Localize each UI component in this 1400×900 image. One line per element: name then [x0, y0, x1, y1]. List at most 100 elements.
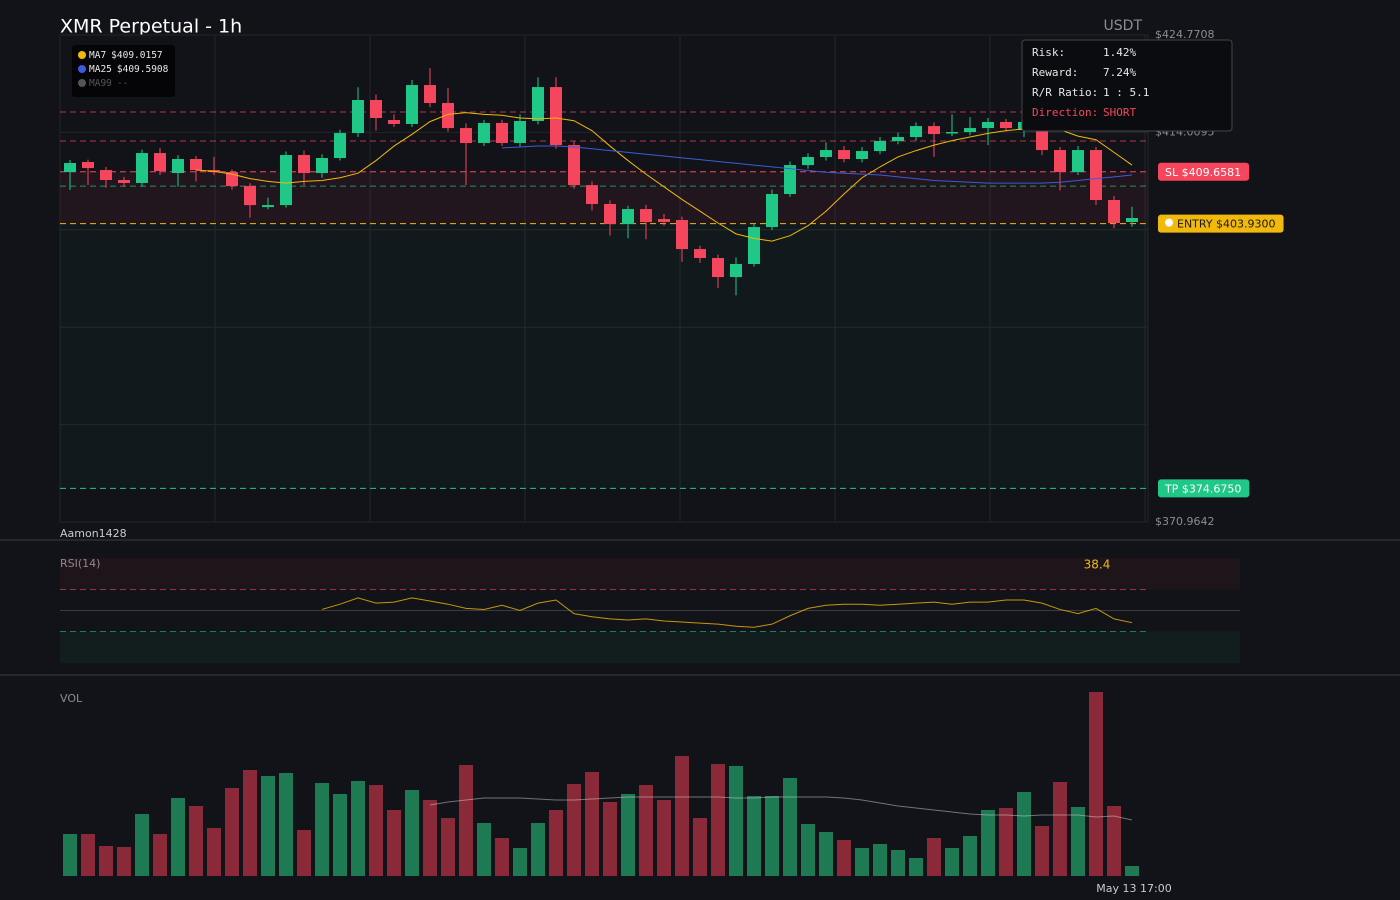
currency: USDT [1104, 18, 1143, 34]
candle-body [262, 205, 274, 208]
volume-bar [801, 824, 815, 876]
rsi-label: RSI(14) [60, 557, 100, 570]
volume-bar [855, 848, 869, 876]
candle-body [532, 87, 544, 121]
candle-body [550, 87, 562, 146]
candle-body [136, 153, 148, 183]
volume-label: VOL [60, 692, 83, 705]
candle-body [280, 155, 292, 206]
volume-bar [477, 823, 491, 876]
price-panel [60, 35, 1148, 522]
y-tick-label: $370.9642 [1155, 515, 1215, 528]
volume-bar [927, 838, 941, 876]
volume-bar [315, 783, 329, 876]
volume-bar [369, 785, 383, 876]
volume-bar [63, 834, 77, 876]
volume-bar [747, 796, 761, 876]
volume-bar [1089, 692, 1103, 876]
badge-bg [1158, 479, 1250, 498]
volume-bar [837, 840, 851, 876]
profit-zone [60, 224, 1148, 489]
candle-body [694, 249, 706, 259]
watermark: Aamon1428 [60, 527, 127, 540]
volume-bar [549, 810, 563, 876]
volume-bar [963, 836, 977, 876]
candle-body [334, 133, 346, 159]
volume-bar [693, 818, 707, 876]
volume-bar [765, 796, 779, 876]
risk-label: Risk: [1032, 46, 1065, 59]
candle-body [514, 120, 526, 143]
candle-body [604, 203, 616, 224]
candle-body [316, 158, 328, 174]
volume-bar [171, 798, 185, 876]
candle-body [190, 159, 202, 171]
legend-text: MA25 $409.5908 [89, 64, 169, 75]
risk-value: 1 : 5.1 [1103, 86, 1149, 99]
volume-bar [153, 834, 167, 876]
candle-body [1054, 150, 1066, 173]
volume-bar [783, 778, 797, 876]
volume-bar [909, 858, 923, 876]
candle-body [1126, 218, 1138, 222]
volume-ma-line [429, 796, 1133, 821]
candle-body [874, 140, 886, 152]
legend-text: MA7 $409.0157 [89, 50, 163, 61]
candle-body [478, 122, 490, 143]
candle-body [1072, 150, 1084, 173]
volume-bar [99, 846, 113, 876]
candle-body [460, 128, 472, 143]
badge-label: ENTRY $403.9300 [1177, 218, 1276, 231]
y-tick-label: $424.7708 [1155, 28, 1215, 41]
candle-body [730, 263, 742, 278]
candle-body [1090, 150, 1102, 201]
legend-dot [78, 65, 86, 73]
candle-body [406, 85, 418, 124]
candle-body [118, 180, 130, 183]
volume-bar [873, 844, 887, 876]
badge-bg [1158, 214, 1284, 233]
candle-body [82, 161, 94, 169]
legend-dot [78, 79, 86, 87]
volume-bar [189, 806, 203, 876]
candle-body [856, 151, 868, 160]
rsi-oversold-zone [60, 631, 1240, 663]
volume-bar [621, 794, 635, 876]
legend-value: -- [117, 78, 128, 89]
volume-bar [261, 776, 275, 876]
candle-body [748, 227, 760, 264]
candle-body [946, 132, 958, 134]
volume-bar [639, 785, 653, 876]
volume-bar [531, 823, 545, 876]
candle-body [964, 128, 976, 133]
volume-bar [567, 784, 581, 876]
volume-bar [585, 772, 599, 876]
volume-bar [819, 832, 833, 876]
volume-bar [1107, 806, 1121, 876]
candle-body [244, 186, 256, 206]
volume-bar [729, 766, 743, 876]
volume-bar [333, 794, 347, 876]
volume-bar [387, 810, 401, 876]
candle-body [154, 153, 166, 172]
candle-body [820, 150, 832, 158]
candle-body [928, 126, 940, 135]
candle-body [766, 194, 778, 228]
candle-body [910, 126, 922, 138]
level-badge: ENTRY $403.9300 [1158, 214, 1284, 233]
candle-body [568, 145, 580, 186]
candle-body [838, 150, 850, 160]
candle-body [64, 162, 76, 173]
volume-bar [1017, 792, 1031, 876]
badge-label: TP $374.6750 [1164, 482, 1241, 495]
candle-body [712, 258, 724, 278]
candle-body [496, 122, 508, 143]
candle-body [1000, 121, 1012, 129]
volume-bar [423, 800, 437, 876]
risk-value: 7.24% [1103, 66, 1136, 79]
volume-bar [981, 810, 995, 876]
candle-body [298, 155, 310, 174]
candle-body [100, 170, 112, 181]
level-badge: TP $374.6750 [1158, 479, 1250, 498]
